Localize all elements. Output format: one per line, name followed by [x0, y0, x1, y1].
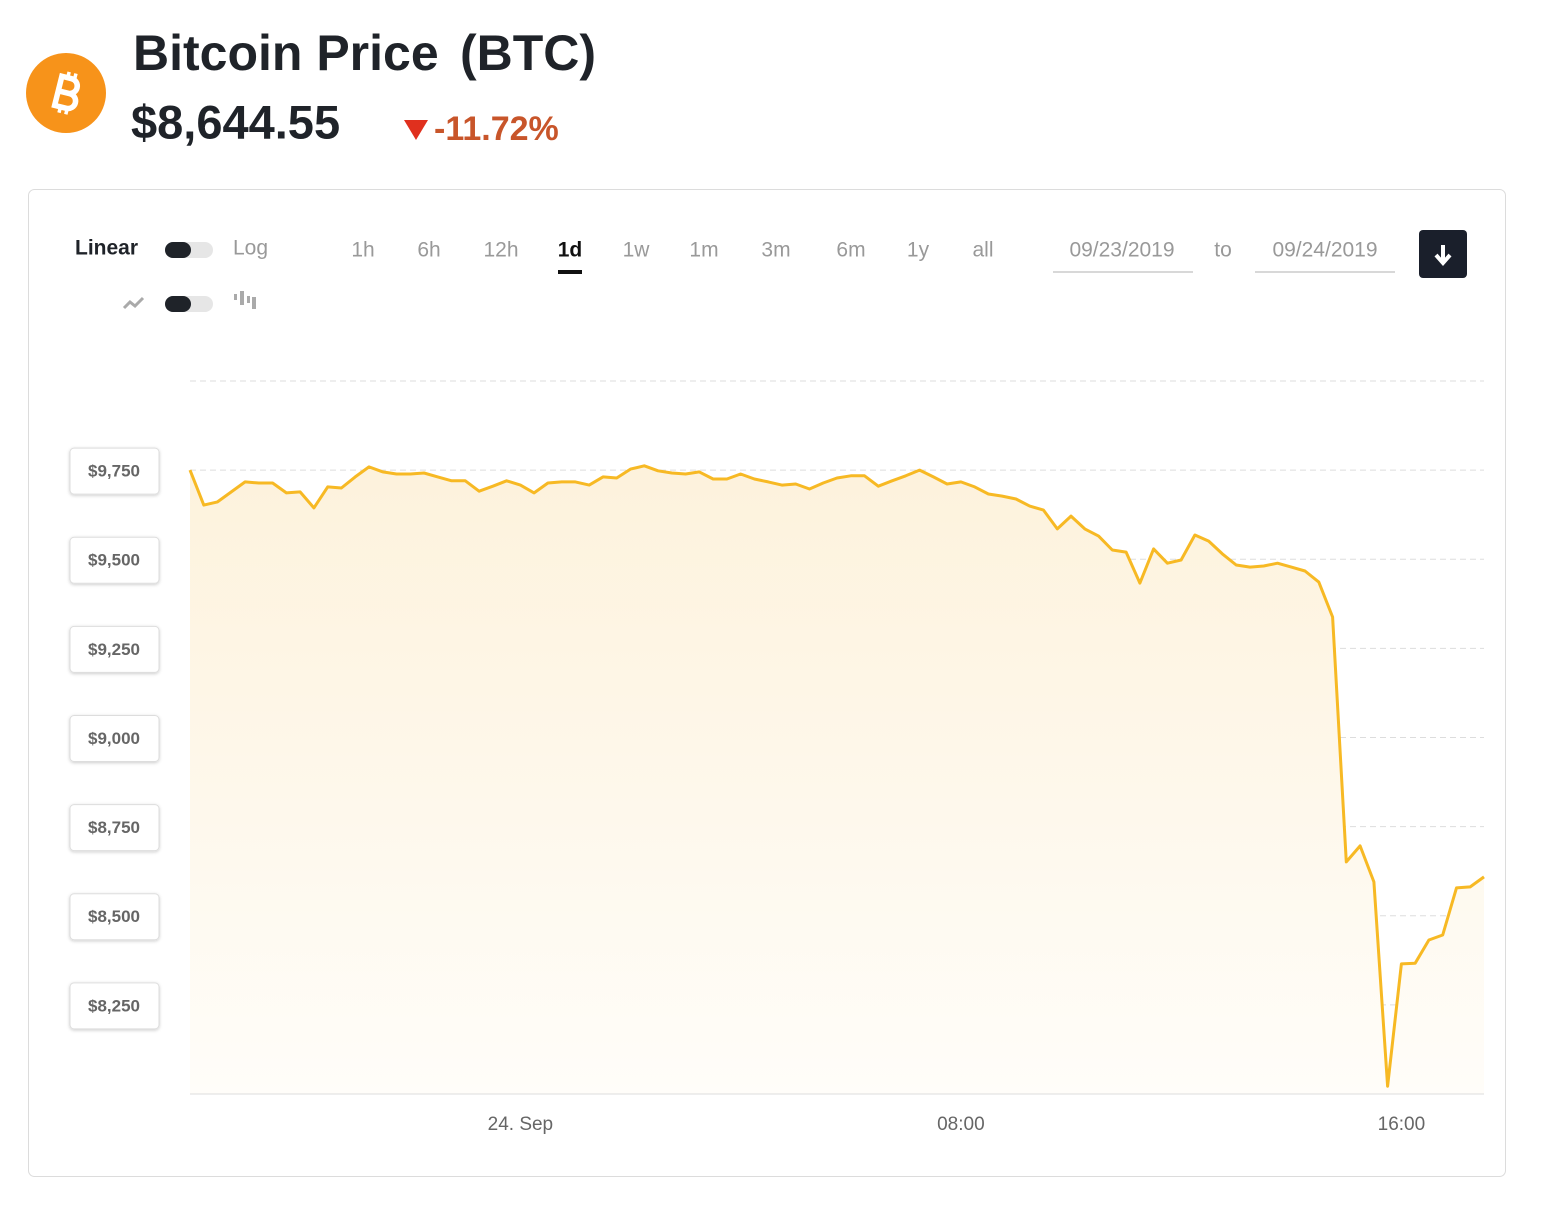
y-tick-label: $9,500	[88, 551, 140, 570]
area	[190, 465, 1484, 1094]
y-tick-label: $8,500	[88, 907, 140, 926]
period-underline	[558, 270, 582, 274]
scale-linear[interactable]: Linear	[75, 237, 138, 260]
logo	[26, 53, 106, 133]
date-to[interactable]: 09/24/2019	[1255, 239, 1395, 273]
candle-icon	[234, 291, 256, 309]
period-button[interactable]: 1d	[558, 239, 583, 262]
price: $8,644.55	[131, 95, 340, 148]
period-button[interactable]: 3m	[761, 239, 790, 262]
y-tick-label: $9,000	[88, 729, 140, 748]
y-tick-label: $8,750	[88, 818, 140, 837]
y-tick-box	[69, 536, 160, 584]
scale-toggle[interactable]	[165, 242, 213, 258]
plot: $8,250 $8,500 $8,750 $9,000 $9,250 $9,500 $9,7…	[69, 380, 1485, 1135]
down-triangle	[404, 120, 428, 140]
y-tick-box	[69, 715, 160, 762]
period-button[interactable]: 1h	[351, 239, 374, 262]
date-from-text[interactable]: 09/23/2019	[1069, 239, 1174, 262]
period-button[interactable]: 1m	[689, 239, 718, 262]
x-tick-label: 24. Sep	[488, 1114, 554, 1135]
title: Bitcoin Price	[133, 25, 439, 81]
change: -11.72%	[434, 110, 559, 148]
scale-log[interactable]: Log	[233, 237, 268, 260]
y-tick-label: $8,250	[88, 996, 140, 1015]
y-tick-box	[69, 625, 160, 673]
price-line	[188, 464, 1485, 1088]
y-tick-label: $9,250	[88, 640, 140, 659]
y-tick-box	[69, 447, 160, 495]
y-tick-label: $9,750	[88, 462, 140, 481]
x-tick-label: 08:00	[937, 1114, 985, 1135]
download-button[interactable]	[1419, 230, 1467, 278]
period-button[interactable]: all	[972, 239, 993, 262]
type-toggle[interactable]	[165, 296, 213, 312]
x-tick-label: 16:00	[1378, 1114, 1426, 1135]
y-tick-box	[69, 893, 160, 941]
date-to-text[interactable]: 09/24/2019	[1272, 239, 1377, 262]
y-tick-box	[69, 804, 160, 852]
period-button[interactable]: 6h	[417, 239, 440, 262]
date-from[interactable]: 09/23/2019	[1053, 239, 1193, 273]
y-tick-box	[69, 982, 160, 1030]
date-sep: to	[1214, 239, 1232, 262]
line-icon	[122, 296, 145, 310]
period-button[interactable]: 1w	[623, 239, 651, 262]
symbol: (BTC)	[460, 25, 596, 81]
period-button[interactable]: 1y	[907, 239, 930, 262]
period-button[interactable]: 12h	[483, 239, 518, 262]
period-button[interactable]: 6m	[836, 239, 865, 262]
